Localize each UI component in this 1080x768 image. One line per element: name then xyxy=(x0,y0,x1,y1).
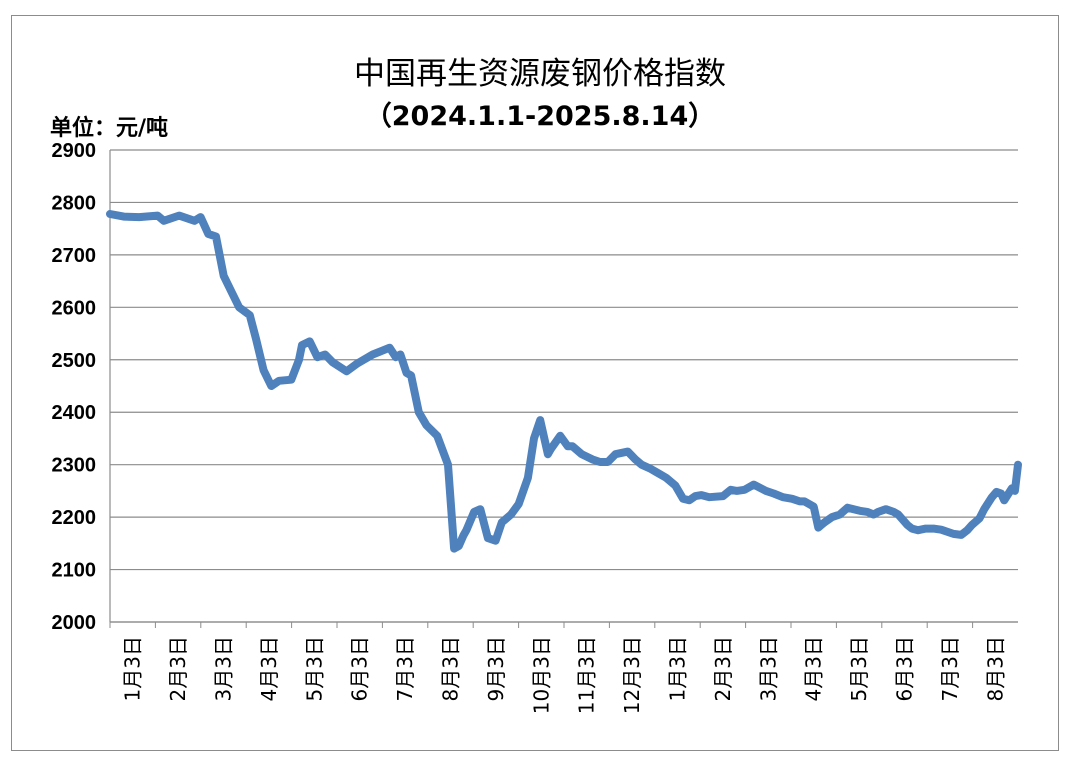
y-tick-label: 2400 xyxy=(52,402,97,424)
y-tick-label: 2800 xyxy=(52,192,97,214)
y-tick-label: 2700 xyxy=(52,245,97,267)
y-tick-label: 2600 xyxy=(52,297,97,319)
chart-frame xyxy=(11,15,1059,751)
series-line xyxy=(106,210,1022,553)
x-tick-label: 10月3日 xyxy=(529,636,553,714)
y-tick-label: 2100 xyxy=(52,560,97,582)
y-tick-label: 2000 xyxy=(52,612,97,634)
x-tick-label: 1月3日 xyxy=(666,636,690,701)
x-tick-label: 5月3日 xyxy=(302,636,326,701)
x-axis-ticks: 1月3日 2月3日 3月3日 4月3日 5月3日 6月3日 7月3日 8月3日 9月3日 10月3… xyxy=(109,622,1007,714)
x-tick-label: 4月3日 xyxy=(257,636,281,701)
unit-label: 单位：元/吨 xyxy=(50,116,169,141)
gridlines xyxy=(109,149,1018,623)
x-tick-label: 3月3日 xyxy=(212,636,236,701)
x-tick-label: 2月3日 xyxy=(166,636,190,701)
x-tick-label: 4月3日 xyxy=(802,636,826,701)
x-tick-label: 1月3日 xyxy=(121,636,145,701)
x-tick-label: 2月3日 xyxy=(711,636,735,701)
chart-subtitle: （2024.1.1-2025.8.14） xyxy=(364,101,716,132)
y-tick-label: 2200 xyxy=(52,507,97,529)
x-tick-label: 11月3日 xyxy=(575,636,599,714)
x-tick-label: 7月3日 xyxy=(938,636,962,701)
x-tick-label: 3月3日 xyxy=(756,636,780,701)
x-tick-label: 8月3日 xyxy=(439,636,463,701)
y-tick-label: 2900 xyxy=(52,140,97,162)
x-tick-label: 7月3日 xyxy=(393,636,417,701)
x-tick-label: 12月3日 xyxy=(620,636,644,714)
y-tick-label: 2500 xyxy=(52,350,97,372)
x-tick-label: 9月3日 xyxy=(484,636,508,701)
y-tick-label: 2300 xyxy=(52,455,97,477)
y-axis-ticks: 2000 2100 2200 2300 2400 2500 2600 2700 2800 2900 xyxy=(52,140,97,634)
x-tick-label: 5月3日 xyxy=(847,636,871,701)
x-tick-label: 6月3日 xyxy=(893,636,917,701)
series xyxy=(106,210,1022,553)
x-tick-label: 6月3日 xyxy=(348,636,372,701)
chart-title: 中国再生资源废钢价格指数 xyxy=(354,56,726,92)
x-tick-label: 8月3日 xyxy=(983,636,1007,701)
